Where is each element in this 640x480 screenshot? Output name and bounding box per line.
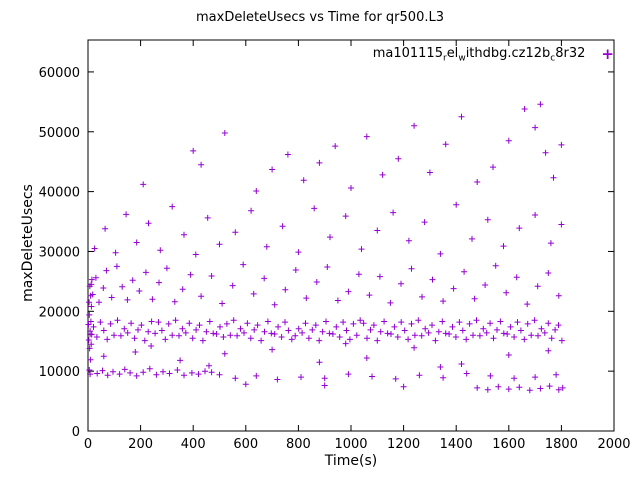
y-tick-label: 50000 xyxy=(39,126,80,141)
legend-series-label: ma101115relwithdbg.cz12bc8r32 xyxy=(372,46,586,64)
x-tick-label: 800 xyxy=(286,437,311,452)
x-tick-label: 1000 xyxy=(334,437,367,452)
x-tick-label: 2000 xyxy=(597,437,630,452)
x-tick-label: 600 xyxy=(233,437,258,452)
y-tick-label: 60000 xyxy=(39,66,80,81)
y-tick-label: 30000 xyxy=(39,245,80,260)
scatter-points xyxy=(85,101,566,394)
y-tick-label: 20000 xyxy=(39,305,80,320)
x-tick-label: 0 xyxy=(84,437,92,452)
x-tick-label: 200 xyxy=(128,437,153,452)
x-tick-label: 1600 xyxy=(492,437,525,452)
legend: ma101115relwithdbg.cz12bc8r32 + xyxy=(373,46,614,64)
y-tick-label: 40000 xyxy=(39,186,80,201)
x-tick-label: 400 xyxy=(181,437,206,452)
x-tick-label: 1800 xyxy=(545,437,578,452)
x-tick-label: 1400 xyxy=(440,437,473,452)
y-tick-label: 0 xyxy=(72,425,80,440)
y-tick-label: 10000 xyxy=(39,365,80,380)
plot-border xyxy=(87,39,615,432)
plus-marker-icon: + xyxy=(601,45,614,64)
x-axis-label: Time(s) xyxy=(324,453,378,469)
chart-title: maxDeleteUsecs vs Time for qr500.L3 xyxy=(196,10,444,25)
x-tick-label: 1200 xyxy=(387,437,420,452)
